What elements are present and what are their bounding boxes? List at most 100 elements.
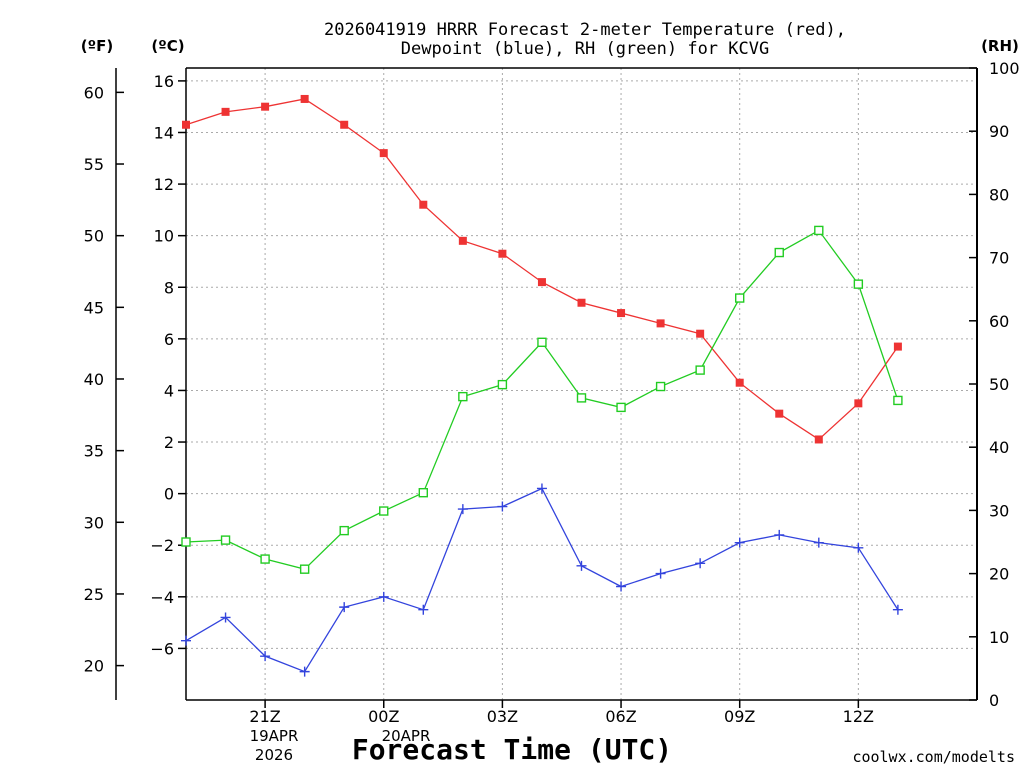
temperature-point [498,249,507,258]
rh-tick-label: 60 [989,312,1009,331]
grid-lines [186,68,977,700]
rh-tick-label: 10 [989,628,1009,647]
temperature-point [340,120,349,129]
data-series [181,94,903,677]
fahrenheit-tick-label: 50 [84,227,104,246]
dewpoint-point [457,504,468,515]
rh-point [220,535,231,545]
rh-tick-label: 70 [989,249,1009,268]
celsius-tick-label: 12 [154,175,174,194]
dewpoint-point [616,581,627,592]
temperature-point [182,120,190,129]
temperature-point [221,107,230,116]
temperature-point [735,378,744,387]
tick-labels: −6 −4 −2 0 2 4 6 8 10 12 14 16 21Z 00Z 03Z 06Z 09Z 12Z 20 2… [84,59,1020,726]
rh-point [497,379,508,390]
celsius-tick-label: −2 [150,536,174,555]
celsius-tick-label: 10 [154,227,174,246]
temperature-point [379,149,388,158]
rh-point [616,402,626,413]
time-tick-label: 00Z [368,707,399,726]
fahrenheit-tick-label: 55 [84,155,104,174]
rh-point [695,365,705,375]
date-label-19apr: 19APR [250,727,299,745]
dewpoint-point [655,568,666,579]
fahrenheit-tick-label: 45 [84,298,104,317]
time-tick-label: 09Z [724,707,755,726]
dewpoint-point [853,542,864,553]
temperature-point [814,435,823,444]
rh-point [576,393,587,403]
celsius-tick-label: −6 [150,639,174,658]
temperature-point [537,278,546,287]
fahrenheit-tick-label: 40 [84,370,104,389]
rh-point [735,293,745,303]
dewpoint-point [339,602,350,613]
fahrenheit-axis-label: (ºF) [81,37,113,55]
rh-tick-label: 90 [989,122,1009,141]
series-line-red [185,98,899,441]
dewpoint-point [695,558,706,569]
watermark-text: coolwx.com/modelts [852,748,1015,766]
fahrenheit-tick-label: 60 [84,83,104,102]
dewpoint-point [813,537,824,548]
dewpoint-point [220,612,231,623]
temperature-point [261,102,270,111]
dewpoint-point [536,483,547,494]
axes [115,67,978,701]
rh-point [893,395,903,406]
celsius-tick-label: 8 [164,278,174,297]
chart-title-line1: 2026041919 HRRR Forecast 2-meter Tempera… [324,20,846,40]
temperature-point [577,298,586,307]
rh-point [379,506,389,516]
rh-point [655,381,666,392]
celsius-tick-label: 14 [154,123,174,142]
celsius-tick-label: 0 [164,485,174,504]
x-axis-title: Forecast Time (UTC) [352,733,672,766]
rh-point [814,225,824,236]
celsius-axis-label: (ºC) [151,37,184,55]
rh-point [339,525,349,536]
dewpoint-point [181,635,191,646]
rh-point [181,537,191,547]
temperature-point [458,236,467,245]
rh-point [853,279,864,289]
dewpoint-point [774,529,785,540]
date-label-20apr: 20APR [382,727,431,745]
rh-point [299,564,310,574]
temperature-point [656,319,665,328]
celsius-tick-label: −4 [150,588,174,607]
temperature-point [617,309,626,318]
temperature-point [893,342,902,351]
fahrenheit-tick-label: 30 [84,513,104,532]
celsius-tick-label: 16 [154,72,174,91]
rh-tick-label: 50 [989,375,1009,394]
temperature-point [854,399,863,408]
rh-point [537,337,547,347]
dewpoint-point [260,651,271,662]
rh-tick-label: 30 [989,501,1009,520]
dewpoint-point [299,666,310,677]
rh-tick-label: 100 [989,59,1020,78]
temperature-point [775,409,784,418]
temperature-point [696,329,705,338]
time-tick-label: 21Z [249,707,280,726]
celsius-tick-label: 4 [164,381,174,400]
rh-tick-label: 80 [989,185,1009,204]
dewpoint-point [497,501,508,512]
celsius-tick-label: 2 [164,433,174,452]
time-tick-label: 12Z [843,707,874,726]
fahrenheit-tick-label: 20 [84,657,104,676]
series-line-blue [185,487,899,673]
temperature-point [300,94,309,103]
date-label-2026: 2026 [255,746,293,764]
time-tick-label: 06Z [605,707,636,726]
time-tick-label: 03Z [487,707,518,726]
dewpoint-point [576,560,587,571]
fahrenheit-tick-label: 35 [84,442,104,461]
rh-point [458,391,468,402]
dewpoint-point [378,591,389,602]
rh-point [418,488,428,498]
chart-title-line2: Dewpoint (blue), RH (green) for KCVG [401,39,769,59]
